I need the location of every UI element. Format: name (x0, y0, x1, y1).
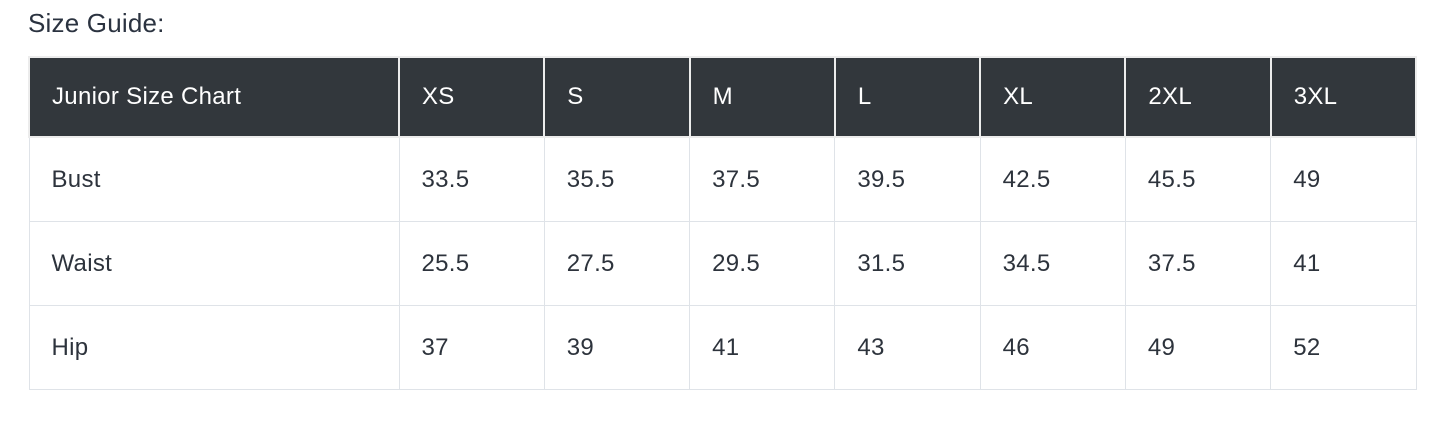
row-label-hip: Hip (28, 305, 400, 390)
table-cell: 41 (689, 305, 836, 390)
table-cell: 49 (1124, 305, 1272, 390)
table-cell: 37.5 (1124, 221, 1272, 306)
table-cell: 27.5 (543, 221, 691, 306)
table-cell: 42.5 (979, 136, 1126, 222)
table-cell: 52 (1270, 305, 1417, 390)
header-cell-3xl: 3XL (1269, 56, 1418, 138)
table-cell: 43 (834, 305, 981, 390)
row-label-waist: Waist (28, 221, 400, 306)
table-cell: 31.5 (834, 221, 981, 306)
table-cell: 37 (398, 305, 545, 390)
table-cell: 45.5 (1124, 136, 1272, 222)
header-cell-2xl: 2XL (1124, 56, 1272, 138)
table-header-row: Junior Size Chart XS S M L XL 2XL 3XL (28, 56, 1418, 138)
table-cell: 49 (1270, 136, 1417, 222)
table-cell: 39 (543, 305, 691, 390)
table-cell: 25.5 (398, 221, 545, 306)
header-cell-chart-name: Junior Size Chart (28, 56, 400, 138)
table-cell: 33.5 (398, 136, 545, 222)
table-row-waist: Waist 25.5 27.5 29.5 31.5 34.5 37.5 41 (28, 221, 1417, 306)
header-cell-l: L (833, 56, 982, 138)
table-cell: 39.5 (834, 136, 981, 222)
table-cell: 46 (979, 305, 1126, 390)
table-cell: 37.5 (689, 136, 836, 222)
row-label-bust: Bust (28, 136, 400, 222)
table-cell: 35.5 (543, 136, 691, 222)
size-chart-table: Junior Size Chart XS S M L XL 2XL 3XL Bu… (28, 56, 1418, 390)
table-row-hip: Hip 37 39 41 43 46 49 52 (28, 305, 1417, 390)
table-cell: 34.5 (979, 221, 1126, 306)
header-cell-s: S (543, 56, 691, 138)
header-cell-xs: XS (397, 56, 546, 138)
table-cell: 29.5 (689, 221, 836, 306)
table-row-bust: Bust 33.5 35.5 37.5 39.5 42.5 45.5 49 (28, 136, 1417, 222)
page-title: Size Guide: (28, 8, 165, 38)
header-cell-m: M (688, 56, 836, 138)
header-cell-xl: XL (979, 56, 1127, 138)
table-cell: 41 (1270, 221, 1417, 306)
